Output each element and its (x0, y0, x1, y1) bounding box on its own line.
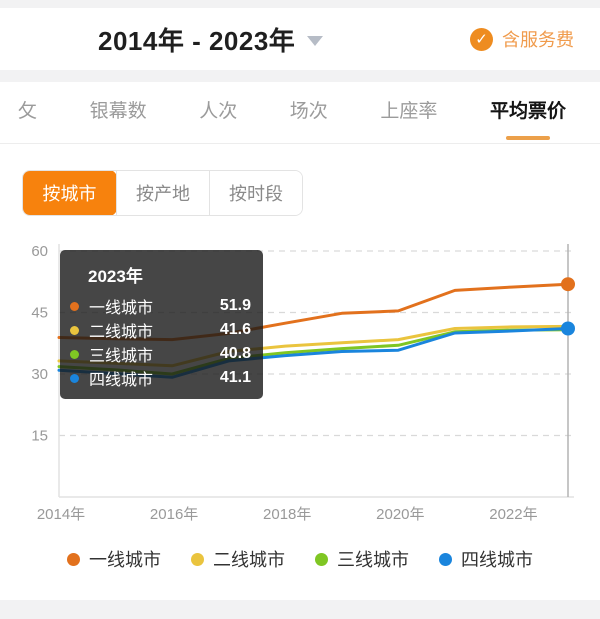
chart-tooltip: 2023年 一线城市 51.9 二线城市 41.6 三线城市 40.8 四线城市… (60, 250, 263, 399)
tooltip-series-name: 四线城市 (89, 372, 154, 389)
header-bar: 2014年 - 2023年 ✓ 含服务费 (0, 8, 600, 70)
svg-text:15: 15 (31, 428, 48, 445)
tooltip-row: 二线城市 41.6 (70, 318, 251, 342)
legend-item-tier1[interactable]: 一线城市 (67, 546, 161, 572)
svg-text:60: 60 (31, 243, 48, 260)
svg-text:30: 30 (31, 366, 48, 383)
year-range-selector[interactable]: 2014年 - 2023年 (98, 21, 324, 58)
series-dot-icon (70, 349, 79, 359)
svg-text:2016年: 2016年 (150, 506, 198, 523)
tab-screens[interactable]: 银幕数 (89, 101, 147, 122)
legend-label: 三线城市 (337, 550, 409, 570)
tooltip-series-value: 40.8 (219, 345, 251, 362)
tooltip-series-name: 二线城市 (89, 324, 154, 341)
stats-card: 攵 银幕数 人次 场次 上座率 平均票价 按城市 按产地 按时段 15 30 45 6… (0, 82, 600, 600)
tab-avg-ticket-price[interactable]: 平均票价 (490, 96, 566, 143)
tooltip-title: 2023年 (88, 267, 143, 286)
series-dot-icon (70, 301, 79, 311)
legend-label: 一线城市 (89, 550, 161, 570)
legend-dot-icon (315, 552, 328, 566)
segment-by-time[interactable]: 按时段 (209, 171, 302, 215)
legend-dot-icon (191, 552, 204, 566)
tooltip-series-value: 41.1 (219, 369, 251, 386)
svg-text:2020年: 2020年 (376, 506, 424, 523)
series-dot-icon (70, 373, 79, 383)
svg-text:2022年: 2022年 (489, 506, 537, 523)
legend-item-tier3[interactable]: 三线城市 (315, 546, 409, 572)
tooltip-series-name: 一线城市 (89, 300, 154, 317)
tab-partial[interactable]: 攵 (18, 101, 38, 122)
legend-label: 二线城市 (213, 550, 285, 570)
tab-showings[interactable]: 场次 (289, 101, 328, 122)
legend-dot-icon (67, 552, 80, 566)
tooltip-row: 四线城市 41.1 (70, 366, 251, 390)
active-tab-underline (505, 136, 550, 140)
legend-label: 四线城市 (461, 550, 533, 570)
service-fee-label: 含服务费 (502, 30, 574, 50)
svg-text:2018年: 2018年 (263, 506, 311, 523)
chart-legend: 一线城市 二线城市 三线城市 四线城市 (0, 546, 600, 572)
tab-label: 平均票价 (489, 101, 566, 122)
svg-text:2014年: 2014年 (37, 506, 85, 523)
check-circle-icon: ✓ (470, 27, 493, 51)
tooltip-series-value: 41.6 (219, 321, 251, 338)
tooltip-series-name: 三线城市 (89, 348, 154, 365)
tooltip-row: 三线城市 40.8 (70, 342, 251, 366)
legend-item-tier2[interactable]: 二线城市 (191, 546, 285, 572)
legend-dot-icon (439, 552, 452, 566)
metric-tabs: 攵 银幕数 人次 场次 上座率 平均票价 (0, 82, 600, 144)
tooltip-series-value: 51.9 (219, 297, 251, 314)
chevron-down-icon[interactable] (307, 36, 324, 46)
segment-by-region[interactable]: 按产地 (116, 171, 209, 215)
dimension-switcher: 按城市 按产地 按时段 (22, 170, 303, 216)
tab-occupancy[interactable]: 上座率 (380, 101, 438, 122)
segment-by-city[interactable]: 按城市 (23, 171, 117, 215)
series-dot-icon (70, 325, 79, 335)
svg-text:45: 45 (31, 305, 48, 322)
service-fee-toggle[interactable]: ✓ 含服务费 (470, 26, 574, 52)
legend-item-tier4[interactable]: 四线城市 (439, 546, 533, 572)
tooltip-row: 一线城市 51.9 (70, 294, 251, 318)
page-title: 2014年 - 2023年 (98, 25, 296, 56)
line-chart[interactable]: 15 30 45 60 2014年 2016年 2018年 2020年 2022年 2023年 … (0, 224, 600, 530)
tab-admissions[interactable]: 人次 (199, 101, 238, 122)
